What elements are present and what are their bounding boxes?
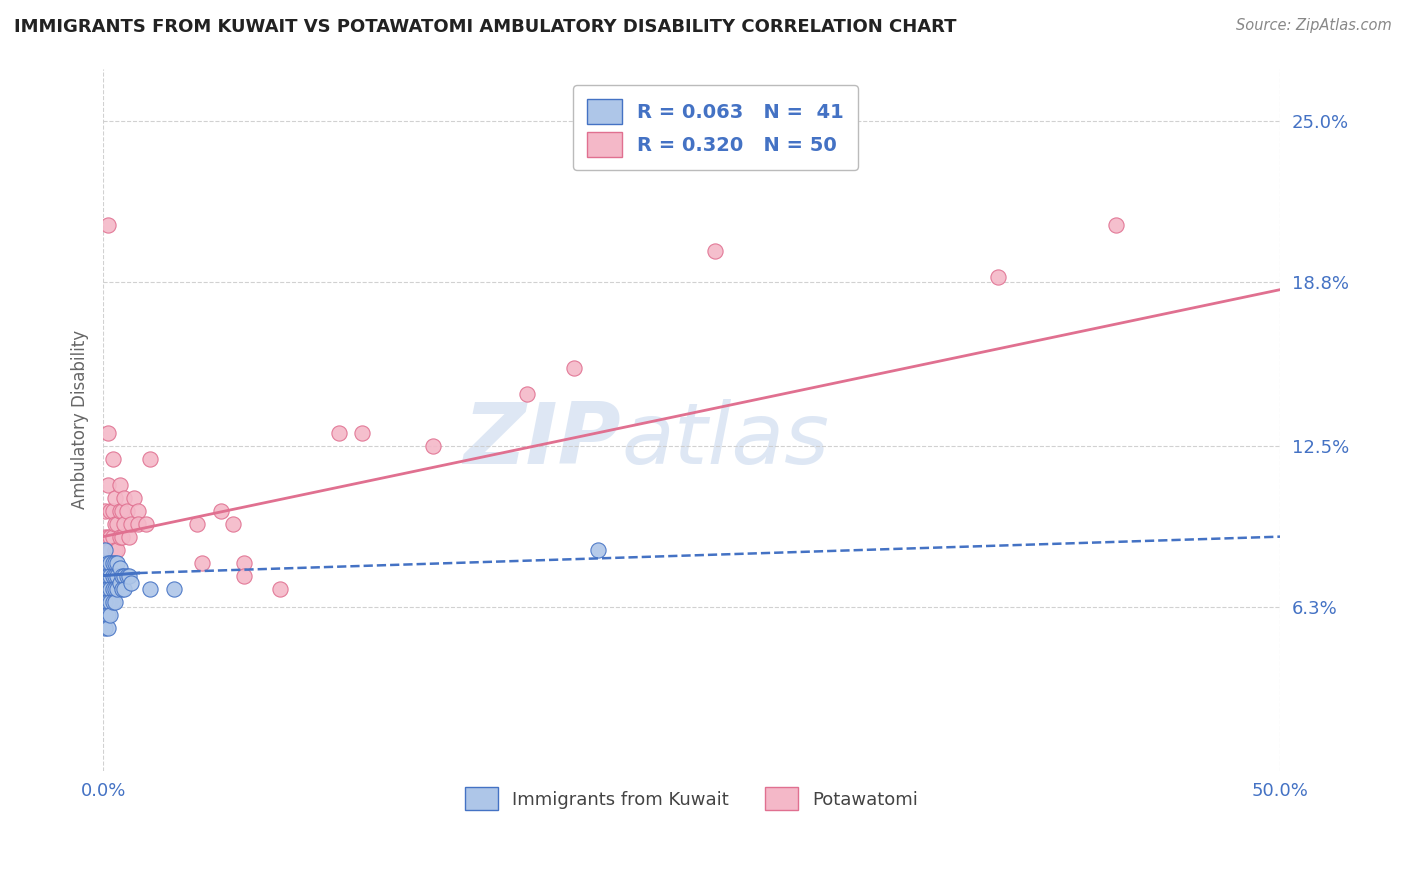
Point [104,542,127,557]
Point [1104,218,1126,232]
Point [97,568,120,582]
Point [97,425,120,440]
Point [94,556,117,570]
Point [112,491,135,505]
Point [94,556,117,570]
Point [233,568,256,582]
Point [562,360,585,375]
Point [104,556,127,570]
Point [111,530,134,544]
Point [704,244,727,258]
Point [108,576,131,591]
Point [134,516,156,531]
Point [115,503,138,517]
Legend: Immigrants from Kuwait, Potawatomi: Immigrants from Kuwait, Potawatomi [451,772,932,825]
Point [101,594,124,608]
Point [98,556,121,570]
Point [108,530,131,544]
Point [105,516,128,531]
Point [97,582,120,596]
Point [94,568,117,582]
Point [115,568,138,582]
Point [105,542,128,557]
Point [105,556,128,570]
Point [101,530,124,544]
Point [112,568,135,582]
Text: IMMIGRANTS FROM KUWAIT VS POTAWATOMI AMBULATORY DISABILITY CORRELATION CHART: IMMIGRANTS FROM KUWAIT VS POTAWATOMI AMB… [14,18,956,36]
Point [98,530,121,544]
Text: Source: ZipAtlas.com: Source: ZipAtlas.com [1236,18,1392,33]
Point [118,568,141,582]
Point [127,516,149,531]
Point [94,607,117,622]
Point [98,568,121,582]
Point [221,516,243,531]
Point [101,568,124,582]
Point [101,582,124,596]
Point [94,568,117,582]
Point [94,621,117,635]
Point [112,582,135,596]
Point [101,451,124,466]
Point [139,451,162,466]
Point [139,582,162,596]
Point [209,503,232,517]
Point [98,582,121,596]
Point [586,542,609,557]
Point [120,516,142,531]
Point [108,503,131,517]
Point [328,425,350,440]
Point [111,582,134,596]
Point [111,503,134,517]
Y-axis label: Ambulatory Disability: Ambulatory Disability [72,330,89,509]
Point [163,582,186,596]
Point [98,594,121,608]
Point [104,491,127,505]
Point [233,556,256,570]
Point [97,621,120,635]
Point [98,556,121,570]
Point [987,269,1010,284]
Point [105,568,128,582]
Point [104,582,127,596]
Point [97,594,120,608]
Point [97,530,120,544]
Point [104,568,127,582]
Point [111,568,134,582]
Point [122,491,145,505]
Point [108,477,131,491]
Point [101,556,124,570]
Point [105,582,128,596]
Point [94,582,117,596]
Point [94,503,117,517]
Point [112,516,135,531]
Point [98,542,121,557]
Point [98,607,121,622]
Point [97,477,120,491]
Point [97,556,120,570]
Point [191,556,214,570]
Point [101,503,124,517]
Point [98,503,121,517]
Point [108,561,131,575]
Point [269,582,291,596]
Point [422,439,444,453]
Point [127,503,149,517]
Point [94,542,117,557]
Point [104,516,127,531]
Point [97,218,120,232]
Point [352,425,374,440]
Point [94,594,117,608]
Point [118,530,141,544]
Point [516,386,538,401]
Point [104,594,127,608]
Point [97,607,120,622]
Point [120,576,142,591]
Text: atlas: atlas [621,400,830,483]
Point [186,516,208,531]
Text: ZIP: ZIP [464,400,621,483]
Point [94,530,117,544]
